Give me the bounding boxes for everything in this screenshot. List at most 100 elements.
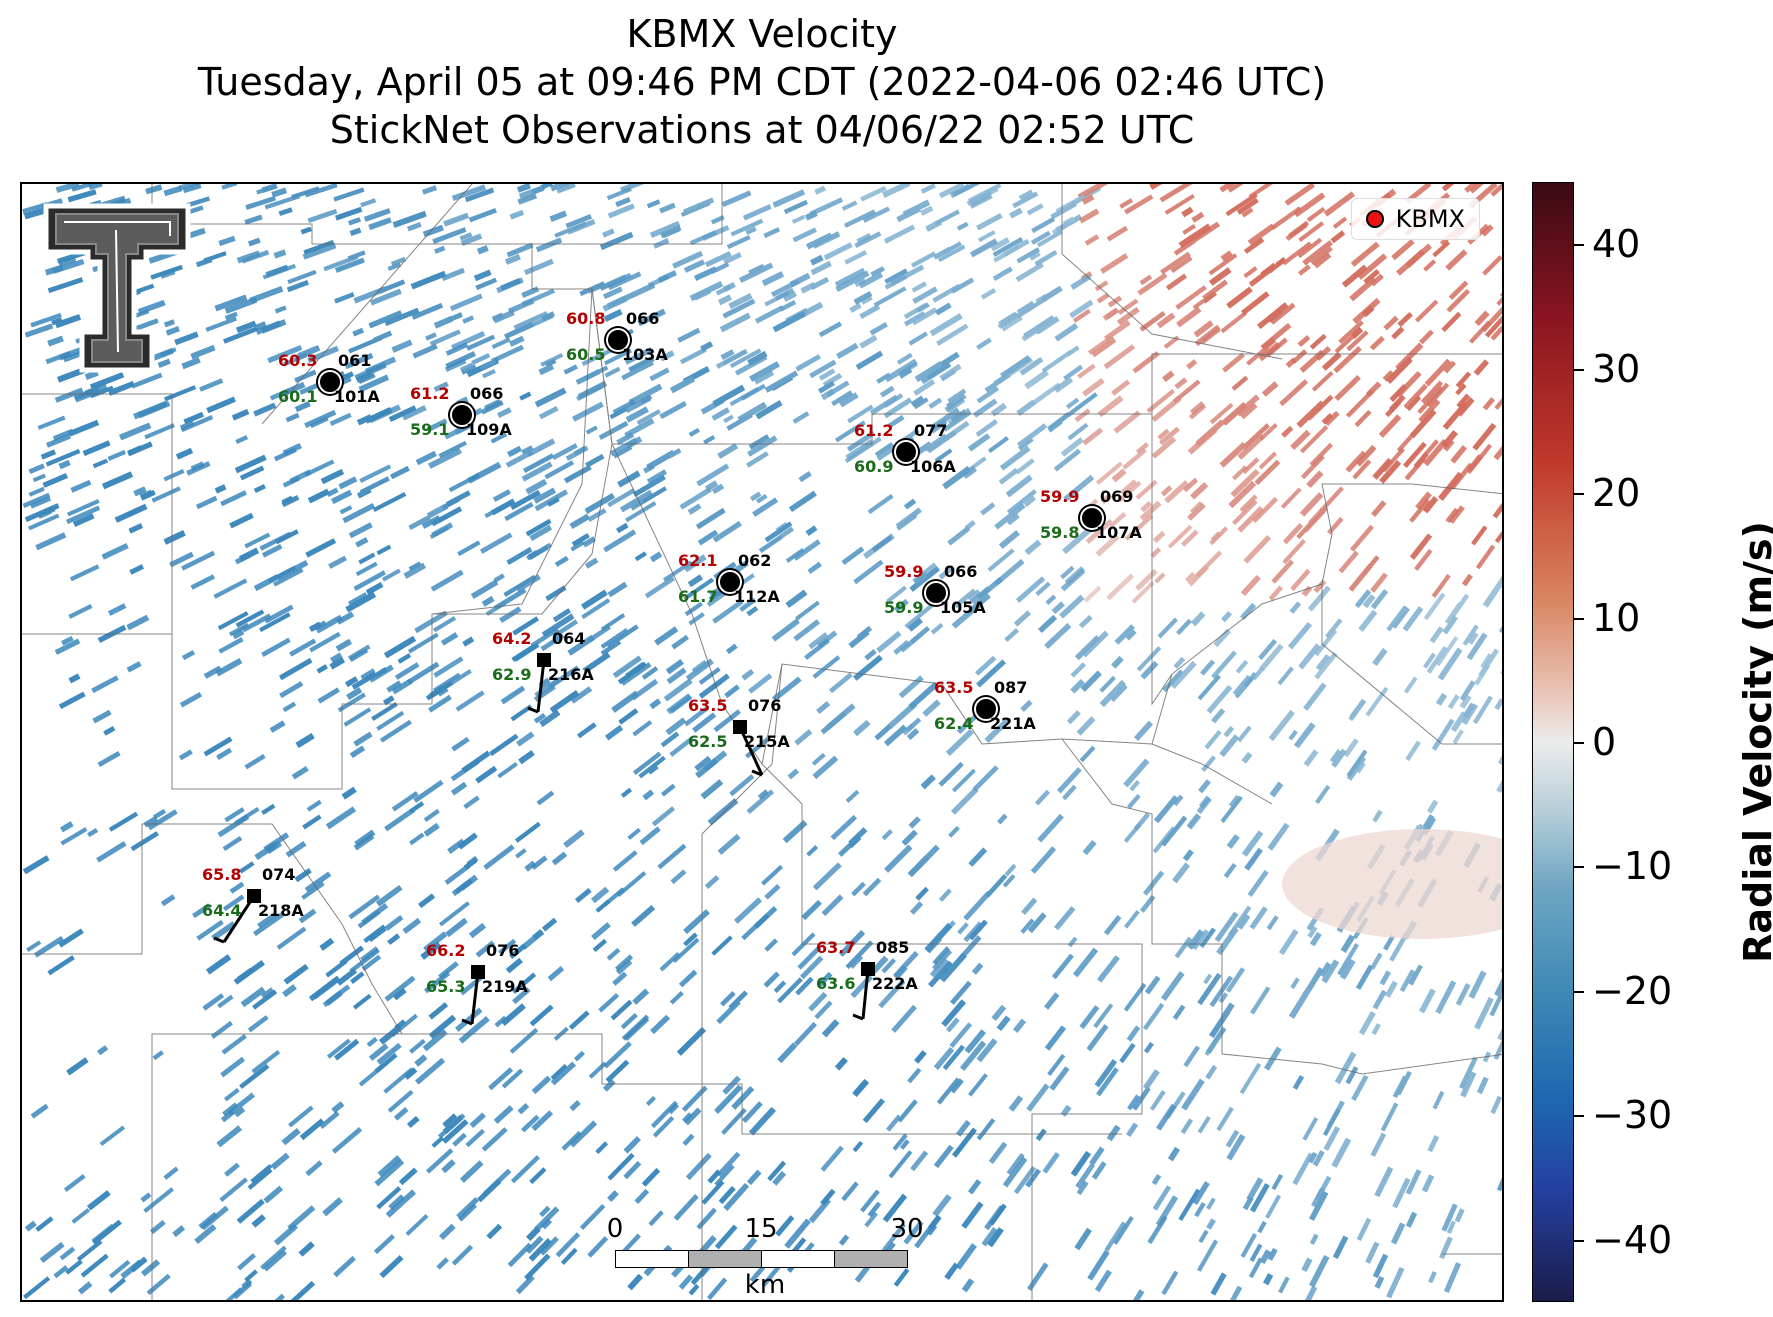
colorbar-tick-label: 30 — [1592, 346, 1641, 391]
station-direction: 066 — [470, 384, 504, 403]
colorbar — [1532, 182, 1574, 1302]
station-gust: 60.8 — [566, 309, 606, 328]
station-circle-marker — [452, 405, 472, 425]
station-id: 219A — [482, 977, 528, 996]
scale-label-30: 30 — [890, 1214, 924, 1244]
station-gust: 62.1 — [678, 551, 718, 570]
county-borders — [22, 184, 1502, 1300]
station-speed: 60.1 — [278, 387, 318, 406]
station-square-marker — [861, 962, 875, 976]
station-id: 221A — [990, 714, 1036, 733]
station-id: 103A — [622, 345, 668, 364]
station-speed: 59.1 — [410, 420, 450, 439]
colorbar-tick — [1574, 244, 1584, 247]
colorbar-tick-label: −40 — [1592, 1217, 1673, 1262]
station-gust: 65.8 — [202, 865, 242, 884]
colorbar-label: Radial Velocity (m/s) — [1736, 521, 1773, 963]
scale-label-15: 15 — [744, 1214, 778, 1244]
colorbar-tick-label: 10 — [1592, 595, 1641, 640]
colorbar-tick-label: −30 — [1592, 1093, 1673, 1138]
station-direction: 069 — [1100, 487, 1134, 506]
station-speed: 60.9 — [854, 457, 894, 476]
station-speed: 63.6 — [816, 974, 856, 993]
scale-segment — [688, 1250, 762, 1268]
colorbar-tick-label: 40 — [1592, 222, 1641, 267]
station-circle-marker — [926, 583, 946, 603]
station-circle-marker — [608, 330, 628, 350]
station-gust: 60.3 — [278, 351, 318, 370]
station-speed: 61.7 — [678, 587, 718, 606]
radar-map: KBMX 60.3 061 60.1 101A 61.2 066 59.1 109A 60.8 0… — [20, 182, 1504, 1302]
scale-label-0: 0 — [606, 1214, 624, 1244]
colorbar-tick — [1574, 1115, 1584, 1118]
station-id: 107A — [1096, 523, 1142, 542]
station-speed: 62.5 — [688, 732, 728, 751]
station-circle-marker — [720, 572, 740, 592]
station-gust: 61.2 — [410, 384, 450, 403]
station-circle-marker — [320, 372, 340, 392]
station-id: 218A — [258, 901, 304, 920]
station-speed: 60.5 — [566, 345, 606, 364]
station-id: 105A — [940, 598, 986, 617]
station-speed: 59.8 — [1040, 523, 1080, 542]
map-legend: KBMX — [1350, 198, 1480, 240]
station-id: 101A — [334, 387, 380, 406]
colorbar-tick — [1574, 493, 1584, 496]
colorbar-tick — [1574, 990, 1584, 993]
colorbar-tick-label: −20 — [1592, 968, 1673, 1013]
station-gust: 64.2 — [492, 629, 532, 648]
station-gust: 61.2 — [854, 421, 894, 440]
station-gust: 59.9 — [884, 562, 924, 581]
title-radar: KBMX Velocity — [626, 12, 898, 56]
station-direction: 085 — [876, 938, 910, 957]
station-gust: 63.5 — [934, 678, 974, 697]
scale-bar: 0 15 30 km — [607, 1214, 924, 1300]
station-id: 215A — [744, 732, 790, 751]
colorbar-tick-label: 20 — [1592, 471, 1641, 516]
station-circle-marker — [976, 699, 996, 719]
scale-unit: km — [744, 1270, 786, 1300]
station-direction: 074 — [262, 865, 296, 884]
scale-segment — [615, 1250, 689, 1268]
scale-segment — [761, 1250, 835, 1268]
station-circle-marker — [896, 442, 916, 462]
station-direction: 076 — [748, 696, 782, 715]
station-direction: 066 — [626, 309, 660, 328]
title-time: Tuesday, April 05 at 09:46 PM CDT (2022-… — [197, 60, 1327, 104]
station-direction: 064 — [552, 629, 586, 648]
station-direction: 062 — [738, 551, 772, 570]
station-direction: 077 — [914, 421, 948, 440]
station-square-marker — [537, 653, 551, 667]
scale-segment — [834, 1250, 908, 1268]
station-square-marker — [247, 889, 261, 903]
station-gust: 63.5 — [688, 696, 728, 715]
colorbar-tick — [1574, 617, 1584, 620]
station-gust: 59.9 — [1040, 487, 1080, 506]
colorbar-tick — [1574, 1239, 1584, 1242]
station-gust: 63.7 — [816, 938, 856, 957]
station-speed: 62.9 — [492, 665, 532, 684]
station-direction: 061 — [338, 351, 372, 370]
station-speed: 59.9 — [884, 598, 924, 617]
figure-title: KBMX Velocity Tuesday, April 05 at 09:46… — [0, 10, 1524, 154]
station-id: 112A — [734, 587, 780, 606]
texas-tech-logo-icon — [43, 203, 191, 373]
station-id: 109A — [466, 420, 512, 439]
station-id: 216A — [548, 665, 594, 684]
station-id: 106A — [910, 457, 956, 476]
title-sticknet: StickNet Observations at 04/06/22 02:52 … — [329, 108, 1195, 152]
station-square-marker — [733, 720, 747, 734]
radar-marker-icon — [1365, 210, 1384, 228]
station-direction: 066 — [944, 562, 978, 581]
legend-label: KBMX — [1395, 205, 1465, 233]
station-circle-marker — [1082, 508, 1102, 528]
colorbar-tick — [1574, 866, 1584, 869]
colorbar-tick-label: −10 — [1592, 844, 1673, 889]
station-speed: 65.3 — [426, 977, 466, 996]
colorbar-tick — [1574, 742, 1584, 744]
station-speed: 62.4 — [934, 714, 974, 733]
wind-barbs — [213, 659, 870, 1026]
colorbar-tick-label: 0 — [1592, 720, 1617, 764]
station-direction: 076 — [486, 941, 520, 960]
station-id: 222A — [872, 974, 918, 993]
